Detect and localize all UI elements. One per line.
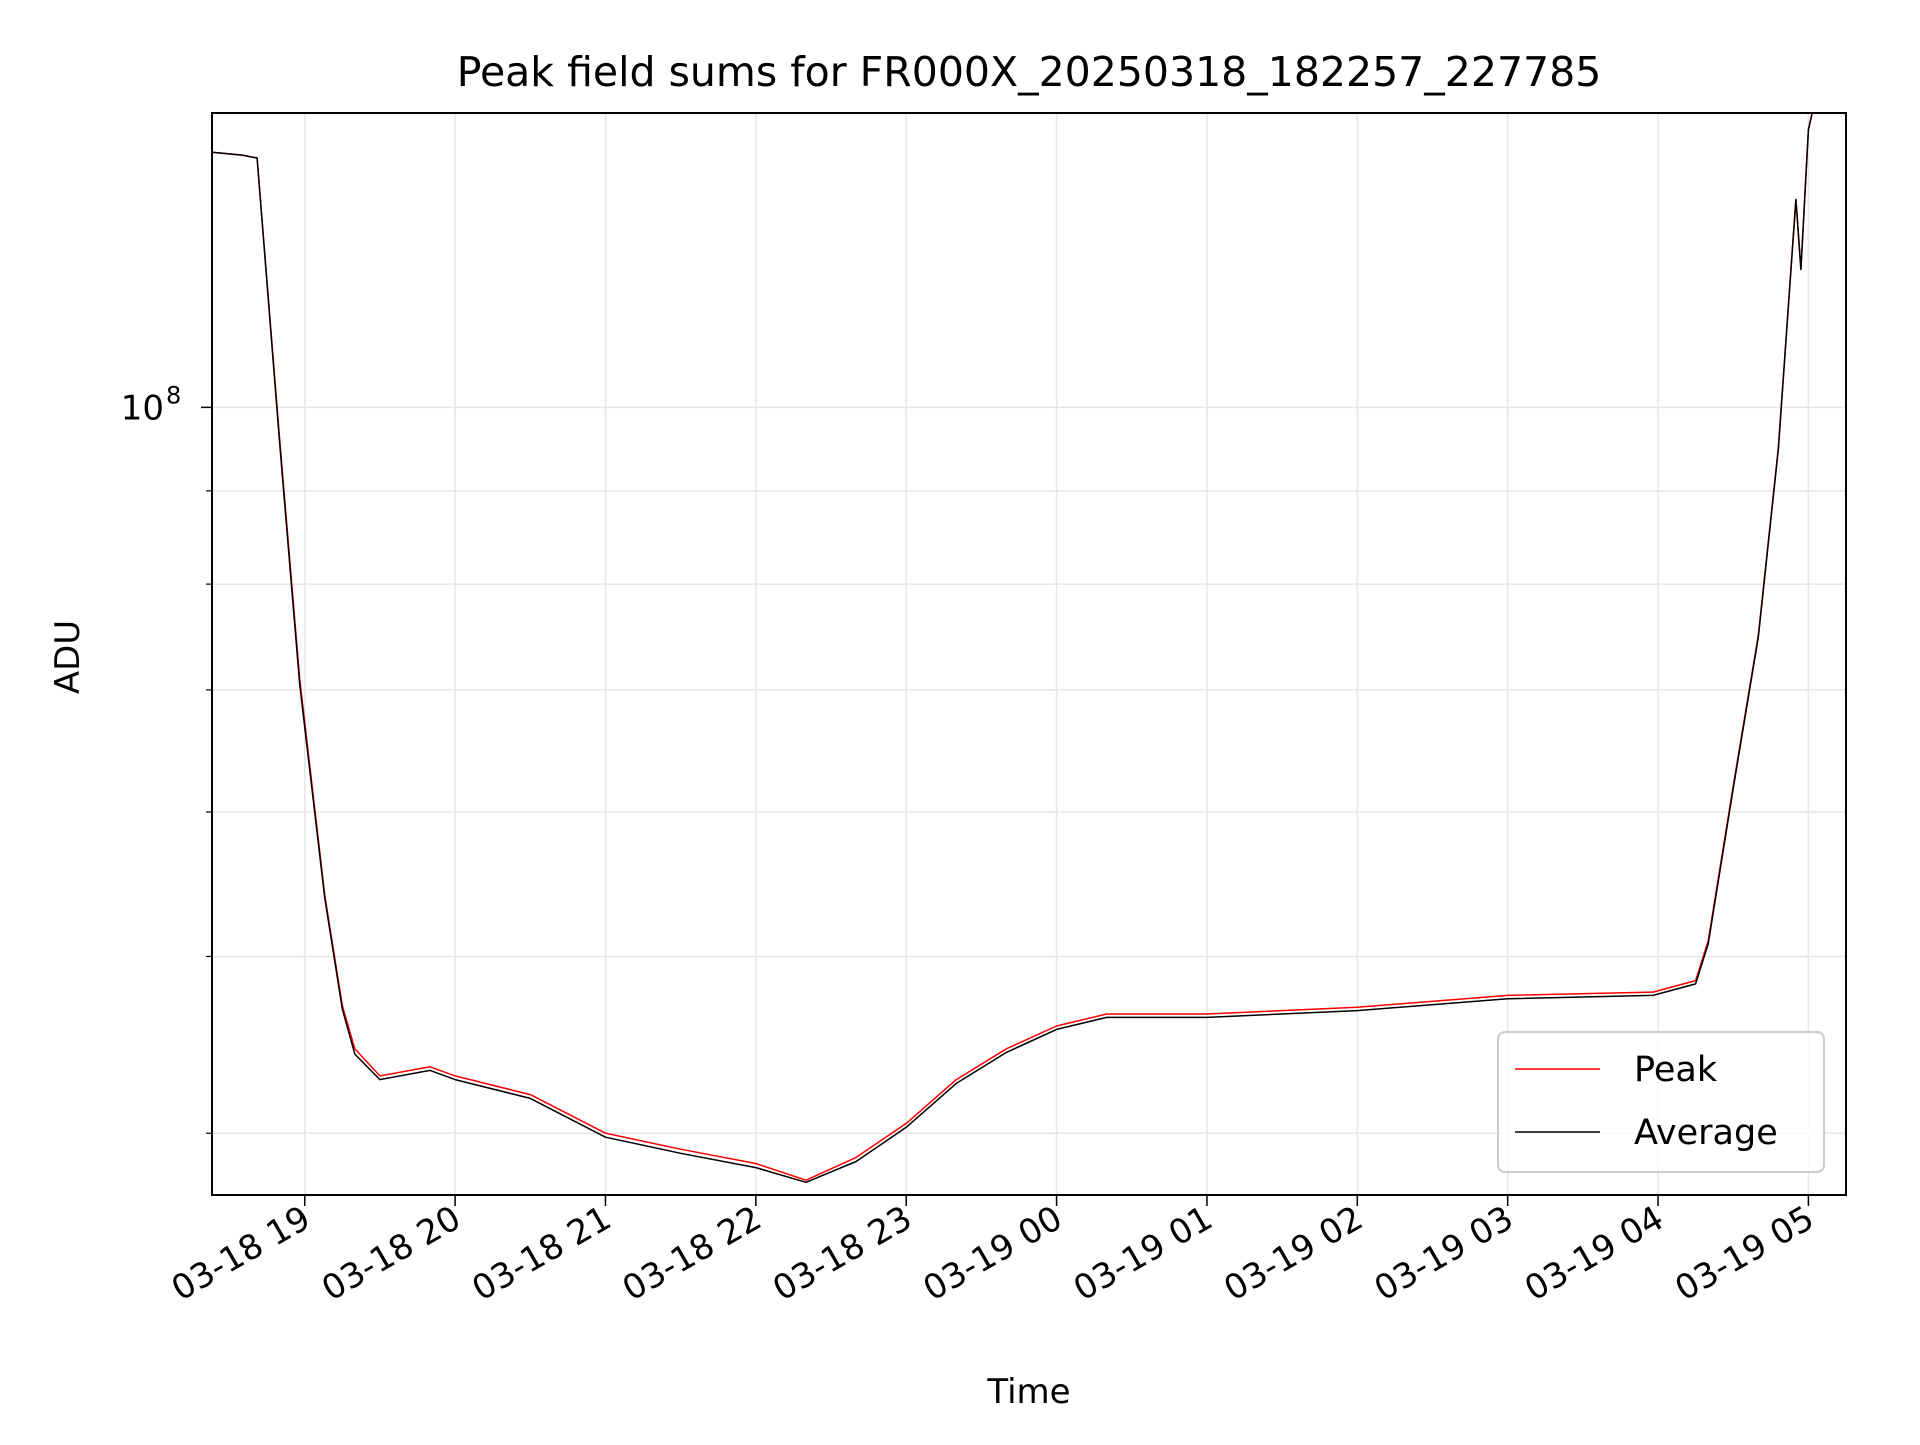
legend-label-average: Average xyxy=(1634,1113,1778,1153)
plot-frame xyxy=(211,112,1847,1196)
grid xyxy=(212,113,1846,1195)
series-layer xyxy=(212,113,1813,1184)
legend: Peak Average xyxy=(1497,1031,1825,1173)
chart-title: Peak field sums for FR000X_20250318_1822… xyxy=(457,48,1602,96)
y-tick-base: 10 xyxy=(121,388,164,428)
y-tick-exponent: 8 xyxy=(166,381,181,409)
y-tick-label: 10 xyxy=(121,388,164,428)
legend-label-peak: Peak xyxy=(1634,1050,1718,1090)
legend-box xyxy=(1497,1031,1825,1173)
y-axis-label: ADU xyxy=(48,620,88,694)
x-axis-label: Time xyxy=(986,1372,1070,1412)
series-line-average xyxy=(212,113,1813,1184)
